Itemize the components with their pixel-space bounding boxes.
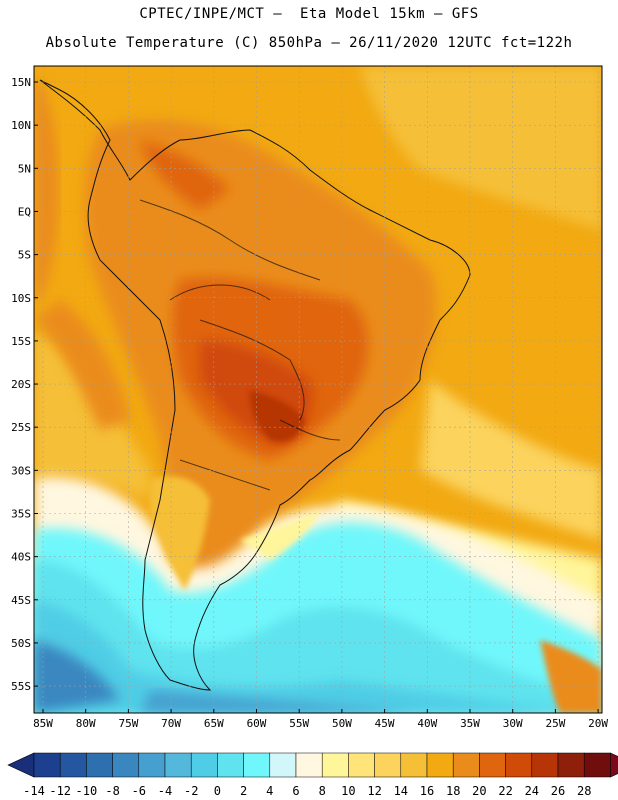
colorbar-label: 6	[292, 784, 299, 798]
colorbar-label: 18	[446, 784, 460, 798]
colorbar-swatch	[426, 752, 454, 778]
map-field	[34, 66, 602, 713]
colorbar-label: 0	[214, 784, 221, 798]
colorbar-swatch	[243, 752, 271, 778]
colorbar-label: -8	[105, 784, 119, 798]
colorbar-swatch	[164, 752, 192, 778]
colorbar-swatch	[400, 752, 428, 778]
colorbar-label: 22	[498, 784, 512, 798]
latitude-labels: 15N 10N 5N EQ 5S 10S 15S 20S 25S 30S 35S 40S 45S 50S 5…	[11, 76, 38, 693]
chart-subtitle: Absolute Temperature (C) 850hPa – 26/11/…	[45, 35, 573, 51]
colorbar-swatch	[583, 752, 611, 778]
colorbar-swatch	[295, 752, 323, 778]
colorbar-label: -4	[158, 784, 172, 798]
lon-label: 40W	[417, 717, 437, 730]
colorbar-max-arrow	[610, 752, 618, 778]
lat-label: 10S	[11, 292, 31, 305]
colorbar-label: -12	[49, 784, 71, 798]
colorbar-label: 12	[367, 784, 381, 798]
lon-label: 35W	[460, 717, 480, 730]
colorbar-label: 16	[420, 784, 434, 798]
colorbar-label: 2	[240, 784, 247, 798]
colorbar-swatch	[59, 752, 87, 778]
lon-label: 60W	[247, 717, 267, 730]
lat-label: 50S	[11, 637, 31, 650]
colorbar-label: 8	[319, 784, 326, 798]
lat-label: EQ	[18, 205, 31, 218]
colorbar-label: -14	[23, 784, 45, 798]
lon-label: 50W	[332, 717, 352, 730]
colorbar-swatch	[86, 752, 113, 778]
longitude-labels: 85W 80W 75W 70W 65W 60W 55W 50W 45W 40W 35W 30W 25W 2…	[33, 709, 608, 730]
lon-label: 75W	[118, 717, 138, 730]
chart-title: CPTEC/INPE/MCT – Eta Model 15km – GFS	[139, 6, 479, 22]
colorbar-swatch	[505, 752, 533, 778]
lon-label: 80W	[76, 717, 96, 730]
colorbar-label: -2	[184, 784, 198, 798]
lon-label: 65W	[204, 717, 224, 730]
colorbar-swatch	[557, 752, 585, 778]
colorbar-label: 10	[341, 784, 355, 798]
colorbar-label: 4	[266, 784, 273, 798]
lat-label: 25S	[11, 421, 31, 434]
colorbar	[7, 752, 618, 778]
lon-label: 30W	[503, 717, 523, 730]
lat-label: 15N	[11, 76, 31, 89]
colorbar-swatch	[374, 752, 402, 778]
colorbar-label: -6	[132, 784, 146, 798]
lat-label: 10N	[11, 119, 31, 132]
map-frame	[33, 65, 603, 714]
lat-label: 15S	[11, 335, 31, 348]
lon-label: 25W	[545, 717, 565, 730]
colorbar-swatch	[190, 752, 218, 778]
colorbar-swatch	[348, 752, 375, 778]
colorbar-swatch	[531, 752, 559, 778]
colorbar-label: 24	[525, 784, 539, 798]
colorbar-swatch	[217, 752, 244, 778]
colorbar-label: 28	[577, 784, 591, 798]
colorbar-label: 14	[394, 784, 408, 798]
lon-label: 70W	[161, 717, 181, 730]
colorbar-label: 26	[551, 784, 565, 798]
lon-label: 55W	[289, 717, 309, 730]
coastline	[39, 79, 471, 691]
colorbar-swatch	[138, 752, 166, 778]
colorbar-swatch	[269, 752, 297, 778]
colorbar-swatch	[479, 752, 506, 778]
colorbar-swatch	[321, 752, 349, 778]
colorbar-swatch	[452, 752, 480, 778]
lon-label: 85W	[33, 717, 53, 730]
colorbar-label: 20	[472, 784, 486, 798]
lat-label: 20S	[11, 378, 31, 391]
lat-label: 5N	[18, 162, 31, 175]
lon-label: 45W	[375, 717, 395, 730]
lon-label: 20W	[588, 717, 608, 730]
lat-label: 40S	[11, 551, 31, 564]
colorbar-label: -10	[76, 784, 98, 798]
colorbar-labels: -14 -12 -10 -8 -6 -4 -2 0 2 4 6 8 10 12 14 16 18 20 22 24 26…	[23, 784, 591, 798]
lat-label: 45S	[11, 594, 31, 607]
lat-label: 55S	[11, 680, 31, 693]
colorbar-min-arrow	[7, 752, 35, 778]
lat-label: 30S	[11, 464, 31, 477]
colorbar-swatch	[112, 752, 140, 778]
lat-label: 5S	[18, 249, 31, 262]
lat-label: 35S	[11, 508, 31, 521]
colorbar-swatch	[33, 752, 61, 778]
